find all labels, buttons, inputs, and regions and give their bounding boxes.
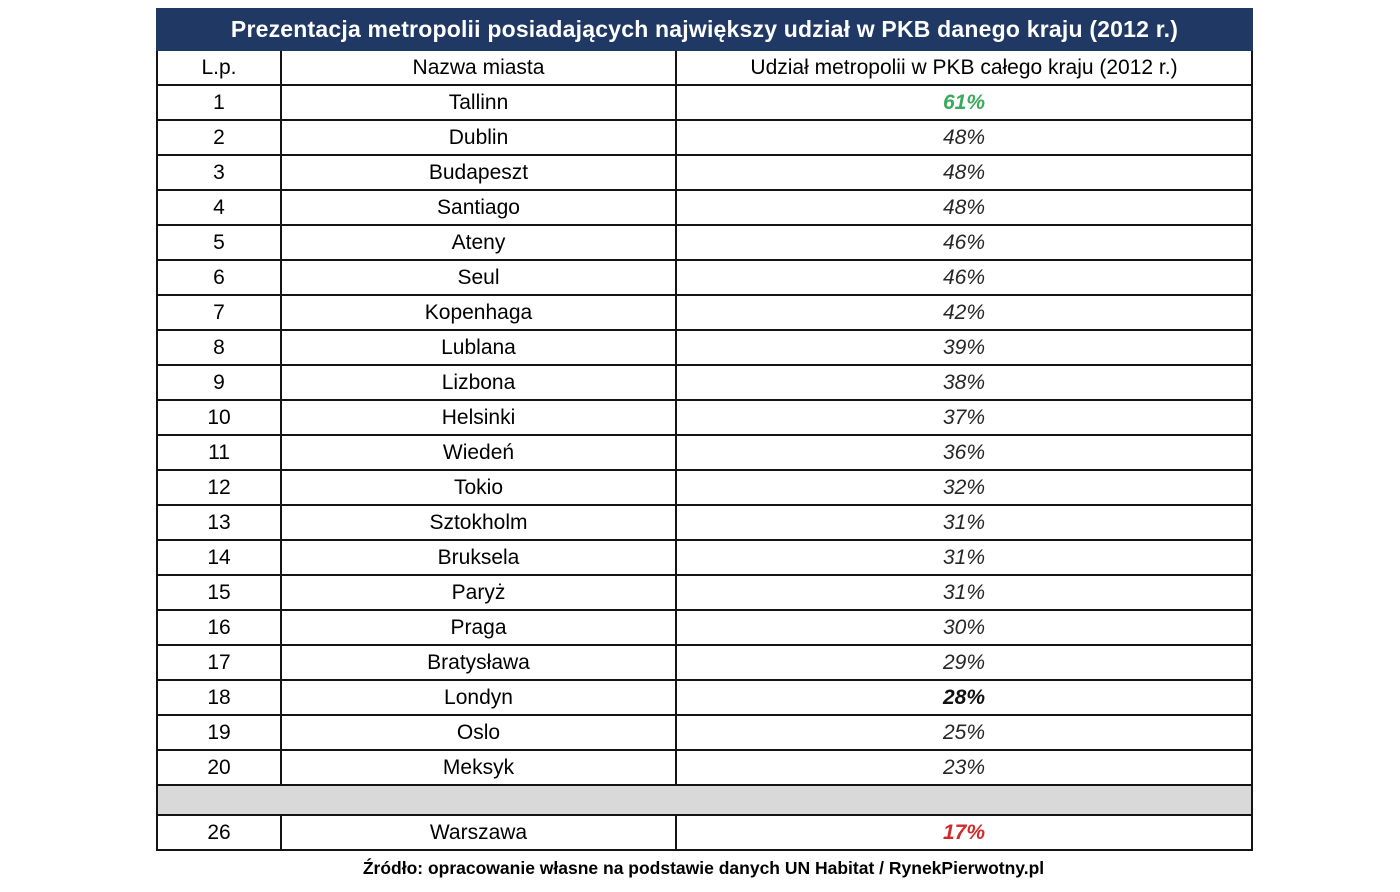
rank-cell: 26 [156,814,282,851]
rank-cell: 10 [156,399,282,436]
rank-cell: 19 [156,714,282,751]
value-cell: 23% [674,749,1254,786]
title-row: Prezentacja metropolii posiadających naj… [155,8,1254,51]
rank-cell: 7 [156,294,282,331]
value-cell: 31% [674,574,1254,611]
rank-cell: 12 [156,469,282,506]
value-cell: 32% [674,469,1254,506]
value-cell: 25% [674,714,1254,751]
value-cell: 48% [674,119,1254,156]
city-cell: Tallinn [280,84,677,121]
table-row: 8 Lublana 39% [156,329,1254,366]
city-cell: Meksyk [280,749,677,786]
city-cell: Seul [280,259,677,296]
city-cell: Oslo [280,714,677,751]
column-header-lp: L.p. [156,49,282,86]
value-cell: 17% [674,814,1254,851]
city-cell: Bruksela [280,539,677,576]
rank-cell: 14 [156,539,282,576]
rank-cell: 17 [156,644,282,681]
city-cell: Lizbona [280,364,677,401]
city-cell: Helsinki [280,399,677,436]
rank-cell: 6 [156,259,282,296]
value-cell: 37% [674,399,1254,436]
value-cell: 61% [674,84,1254,121]
city-cell: Dublin [280,119,677,156]
rank-cell: 20 [156,749,282,786]
city-cell: Paryż [280,574,677,611]
value-cell: 46% [674,224,1254,261]
table-row: 9 Lizbona 38% [156,364,1254,401]
value-cell: 28% [674,679,1254,716]
city-cell: Santiago [280,189,677,226]
value-cell: 42% [674,294,1254,331]
source-note: Źródło: opracowanie własne na podstawie … [362,858,1045,878]
city-cell: Londyn [280,679,677,716]
table-row: 16 Praga 30% [156,609,1254,646]
city-cell: Tokio [280,469,677,506]
value-cell: 31% [674,504,1254,541]
value-cell: 31% [674,539,1254,576]
value-cell: 48% [674,189,1254,226]
city-cell: Praga [280,609,677,646]
city-cell: Wiedeń [280,434,677,471]
rank-cell: 18 [156,679,282,716]
rank-cell: 9 [156,364,282,401]
rank-cell: 13 [156,504,282,541]
rank-cell: 11 [156,434,282,471]
rank-cell: 3 [156,154,282,191]
table-row: 10 Helsinki 37% [156,399,1254,436]
city-cell: Ateny [280,224,677,261]
city-cell: Sztokholm [280,504,677,541]
value-cell: 39% [674,329,1254,366]
table-row: 12 Tokio 32% [156,469,1254,506]
metropolis-gdp-table: Prezentacja metropolii posiadających naj… [155,8,1254,879]
table-row: 5 Ateny 46% [156,224,1254,261]
value-cell: 48% [674,154,1254,191]
city-cell: Kopenhaga [280,294,677,331]
separator-cell [155,784,1254,816]
column-header-share: Udział metropolii w PKB całego kraju (20… [674,49,1254,86]
table-row: 7 Kopenhaga 42% [156,294,1254,331]
table-row: 14 Bruksela 31% [156,539,1254,576]
table-row: 4 Santiago 48% [156,189,1254,226]
table-row: 11 Wiedeń 36% [156,434,1254,471]
city-cell: Budapeszt [280,154,677,191]
value-cell: 46% [674,259,1254,296]
city-cell: Lublana [280,329,677,366]
rank-cell: 16 [156,609,282,646]
table-title: Prezentacja metropolii posiadających naj… [155,8,1254,51]
value-cell: 36% [674,434,1254,471]
value-cell: 38% [674,364,1254,401]
column-header-row: L.p. Nazwa miasta Udział metropolii w PK… [156,49,1254,86]
city-cell: Bratysława [280,644,677,681]
value-cell: 30% [674,609,1254,646]
rank-cell: 5 [156,224,282,261]
table-body: 1 Tallinn 61% 2 Dublin 48% 3 Budapeszt 48% 4 Santi… [155,84,1254,851]
separator-row [155,784,1254,816]
table-row: 3 Budapeszt 48% [156,154,1254,191]
table-row: 19 Oslo 25% [156,714,1254,751]
rank-cell: 8 [156,329,282,366]
table-row: 1 Tallinn 61% [156,84,1254,121]
rank-cell: 15 [156,574,282,611]
data-table: Prezentacja metropolii posiadających naj… [155,8,1254,851]
table-row: 26 Warszawa 17% [156,814,1254,851]
city-cell: Warszawa [280,814,677,851]
rank-cell: 2 [156,119,282,156]
table-row: 6 Seul 46% [156,259,1254,296]
table-row: 18 Londyn 28% [156,679,1254,716]
column-header-city: Nazwa miasta [280,49,677,86]
table-row: 13 Sztokholm 31% [156,504,1254,541]
table-row: 15 Paryż 31% [156,574,1254,611]
rank-cell: 1 [156,84,282,121]
table-row: 2 Dublin 48% [156,119,1254,156]
table-row: 20 Meksyk 23% [156,749,1254,786]
rank-cell: 4 [156,189,282,226]
value-cell: 29% [674,644,1254,681]
table-row: 17 Bratysława 29% [156,644,1254,681]
